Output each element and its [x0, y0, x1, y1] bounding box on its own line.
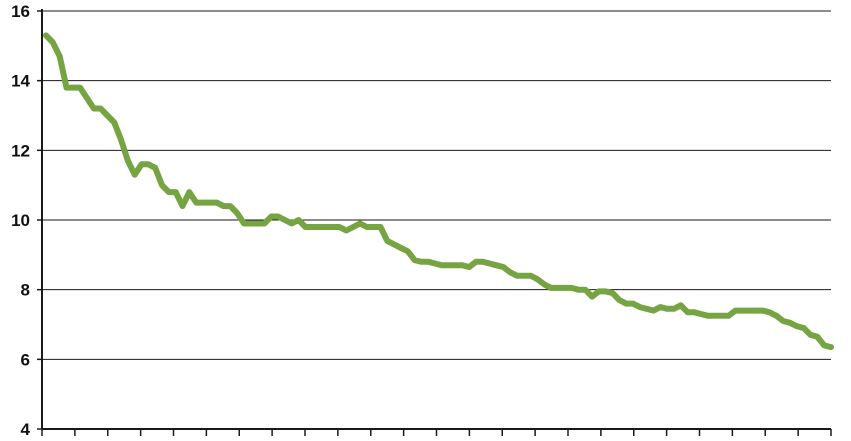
y-tick-label-12: 12 — [11, 141, 30, 160]
y-tick-label-4: 4 — [21, 420, 31, 439]
grid-lines — [42, 10, 831, 360]
x-axis-ticks — [41, 429, 832, 436]
y-axis-tick-labels: 4 6 8 10 12 14 16 — [11, 2, 30, 439]
y-tick-label-8: 8 — [21, 281, 30, 300]
axes — [37, 9, 831, 430]
y-tick-label-16: 16 — [11, 2, 30, 21]
y-tick-label-6: 6 — [21, 350, 30, 369]
y-tick-label-14: 14 — [11, 72, 30, 91]
y-tick-label-10: 10 — [11, 211, 30, 230]
series-layer — [43, 32, 834, 351]
series-line — [43, 32, 834, 351]
